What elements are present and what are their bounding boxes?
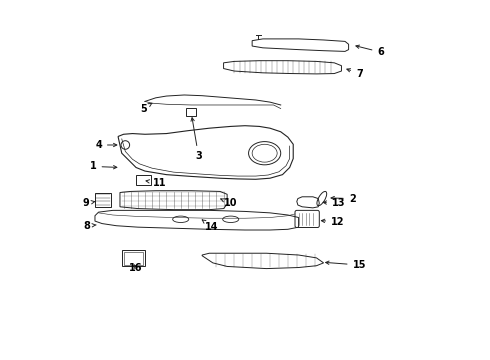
Text: 2: 2 [331,194,356,203]
Text: 12: 12 [321,217,344,227]
Text: 5: 5 [140,103,152,113]
Text: 13: 13 [323,198,345,208]
Text: 9: 9 [83,198,95,208]
Text: 10: 10 [221,198,238,208]
Text: 8: 8 [84,221,96,231]
Text: 11: 11 [146,178,166,188]
Text: 4: 4 [95,140,117,150]
Text: 16: 16 [129,262,143,273]
Text: 3: 3 [191,118,202,161]
Text: 15: 15 [326,260,366,270]
Text: 6: 6 [356,45,384,57]
Text: 1: 1 [90,161,117,171]
Text: 7: 7 [347,68,363,78]
Text: 14: 14 [202,220,219,232]
